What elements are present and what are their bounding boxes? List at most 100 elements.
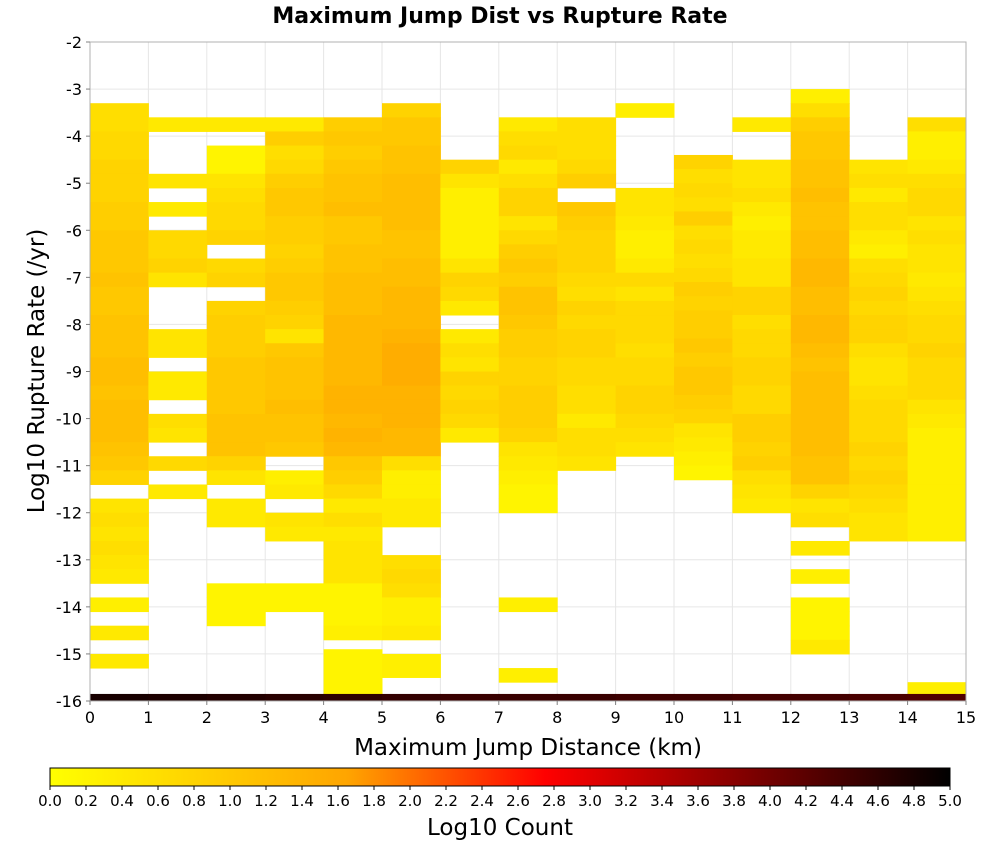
heatmap-cell bbox=[498, 371, 558, 387]
heatmap-cell bbox=[790, 117, 850, 132]
heatmap-cell bbox=[498, 470, 558, 485]
heatmap-cell bbox=[849, 427, 909, 443]
heatmap-cell bbox=[323, 300, 383, 316]
heatmap-cell bbox=[849, 526, 909, 542]
heatmap-cell-bottom bbox=[907, 693, 967, 701]
heatmap-cell bbox=[790, 173, 850, 189]
heatmap-cell bbox=[790, 470, 850, 485]
heatmap-cell bbox=[323, 131, 383, 147]
heatmap-cell bbox=[732, 371, 792, 387]
heatmap-cell bbox=[90, 159, 149, 175]
heatmap-cell bbox=[498, 202, 558, 217]
heatmap-cell bbox=[440, 385, 500, 401]
heatmap-cell bbox=[790, 625, 850, 641]
x-tick-label: 3 bbox=[260, 708, 270, 727]
heatmap-cell-bottom bbox=[382, 693, 441, 701]
heatmap-cell bbox=[907, 385, 967, 401]
heatmap-cell bbox=[148, 244, 208, 260]
heatmap-cell bbox=[90, 498, 149, 514]
heatmap-cell bbox=[265, 159, 325, 175]
heatmap-cell bbox=[148, 484, 208, 500]
heatmap-cell bbox=[323, 329, 383, 344]
heatmap-cell bbox=[440, 159, 500, 175]
heatmap-cell bbox=[440, 343, 500, 358]
heatmap-cell bbox=[90, 145, 149, 161]
heatmap-cell bbox=[206, 583, 266, 598]
heatmap-cell bbox=[557, 456, 617, 471]
heatmap-cell bbox=[148, 413, 208, 429]
heatmap-cell bbox=[557, 258, 617, 274]
heatmap-cell bbox=[90, 413, 149, 429]
heatmap-cell bbox=[323, 555, 383, 570]
heatmap-cell bbox=[323, 187, 383, 203]
heatmap-cell bbox=[382, 103, 441, 118]
heatmap-cell bbox=[440, 399, 500, 415]
heatmap-cell bbox=[265, 427, 325, 443]
x-tick-label: 11 bbox=[722, 708, 742, 727]
heatmap-cell bbox=[323, 456, 383, 471]
heatmap-cell bbox=[206, 385, 266, 401]
heatmap-cell bbox=[265, 371, 325, 387]
heatmap-cell bbox=[440, 187, 500, 203]
y-tick-label: -11 bbox=[56, 457, 82, 476]
heatmap-cell bbox=[615, 329, 675, 344]
heatmap-cells bbox=[90, 89, 967, 701]
heatmap-cell bbox=[790, 456, 850, 471]
heatmap-cell bbox=[265, 484, 325, 500]
heatmap-cell bbox=[323, 413, 383, 429]
heatmap-cell bbox=[90, 555, 149, 570]
heatmap-cell bbox=[615, 216, 675, 231]
colorbar-tick-label: 0.0 bbox=[38, 792, 62, 810]
heatmap-cell bbox=[382, 555, 441, 570]
heatmap-cell bbox=[674, 324, 733, 340]
heatmap-cell bbox=[732, 202, 792, 217]
heatmap-cell bbox=[206, 442, 266, 457]
heatmap-cell bbox=[323, 357, 383, 372]
heatmap-cell bbox=[790, 540, 850, 556]
heatmap-cell bbox=[382, 456, 441, 471]
heatmap-cell bbox=[557, 145, 617, 161]
heatmap-cell bbox=[323, 399, 383, 415]
heatmap-cell bbox=[440, 258, 500, 274]
heatmap-cell bbox=[90, 329, 149, 344]
heatmap-cell bbox=[849, 216, 909, 231]
heatmap-cell bbox=[90, 371, 149, 387]
heatmap-cell bbox=[674, 423, 733, 438]
heatmap-cell bbox=[382, 343, 441, 358]
x-tick-label: 4 bbox=[319, 708, 329, 727]
heatmap-cell bbox=[90, 343, 149, 358]
heatmap-cell bbox=[907, 470, 967, 485]
heatmap-cell bbox=[206, 343, 266, 358]
x-tick-label: 1 bbox=[143, 708, 153, 727]
heatmap-cell bbox=[907, 258, 967, 274]
heatmap-cell bbox=[382, 597, 441, 613]
heatmap-cell bbox=[90, 470, 149, 485]
heatmap-cell bbox=[323, 385, 383, 401]
heatmap-cell bbox=[849, 230, 909, 245]
heatmap-cell bbox=[557, 442, 617, 457]
heatmap-cell bbox=[382, 357, 441, 372]
heatmap-cell bbox=[148, 456, 208, 471]
heatmap-cell bbox=[498, 329, 558, 344]
heatmap-cell-bottom bbox=[90, 693, 149, 701]
heatmap-cell bbox=[732, 300, 792, 316]
heatmap-cell bbox=[790, 329, 850, 344]
heatmap-cell bbox=[498, 300, 558, 316]
colorbar-tick-label: 0.2 bbox=[74, 792, 98, 810]
x-tick-label: 10 bbox=[664, 708, 684, 727]
heatmap-cell bbox=[206, 371, 266, 387]
heatmap-cell bbox=[907, 216, 967, 231]
heatmap-cell bbox=[265, 202, 325, 217]
heatmap-cell bbox=[557, 315, 617, 330]
heatmap-cell bbox=[382, 187, 441, 203]
heatmap-cell bbox=[323, 470, 383, 485]
heatmap-cell bbox=[265, 526, 325, 542]
heatmap-cell bbox=[265, 187, 325, 203]
heatmap-cell bbox=[440, 216, 500, 231]
heatmap-cell bbox=[907, 145, 967, 161]
heatmap-cell bbox=[148, 258, 208, 274]
heatmap-cell bbox=[382, 300, 441, 316]
heatmap-cell bbox=[790, 639, 850, 655]
heatmap-cell bbox=[206, 272, 266, 288]
